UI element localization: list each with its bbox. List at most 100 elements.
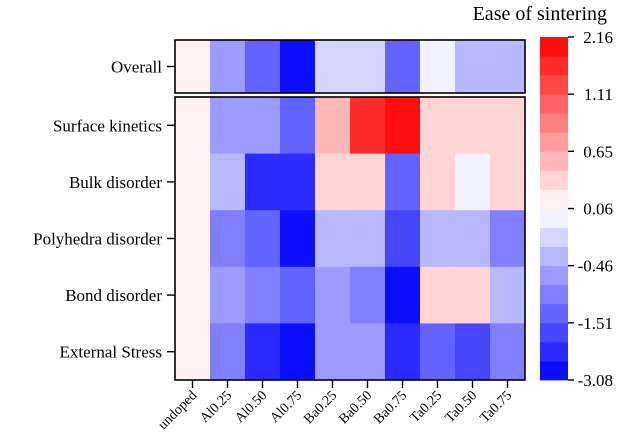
main-cell xyxy=(280,210,316,268)
colorbar-segment xyxy=(540,37,568,57)
column-label: Ba0.50 xyxy=(336,388,375,427)
main-cell xyxy=(350,323,386,381)
main-cell xyxy=(490,97,526,155)
main-cell xyxy=(245,153,281,211)
main-cell xyxy=(315,266,351,324)
main-cell xyxy=(455,210,491,268)
column-label: Al0.75 xyxy=(267,388,305,426)
main-cell xyxy=(420,153,456,211)
row-label: Bulk disorder xyxy=(69,173,162,192)
main-cell xyxy=(175,266,211,324)
row-label: Surface kinetics xyxy=(53,116,162,135)
overall-cell xyxy=(245,40,281,94)
main-panel xyxy=(175,97,526,381)
main-cell xyxy=(385,323,421,381)
main-cell xyxy=(455,266,491,324)
main-cell xyxy=(420,210,456,268)
main-cell xyxy=(490,210,526,268)
column-labels: undopedAl0.25Al0.50Al0.75Ba0.25Ba0.50Ba0… xyxy=(156,380,516,433)
column-label: undoped xyxy=(156,388,201,433)
main-cell xyxy=(280,97,316,155)
overall-cell xyxy=(315,40,351,94)
main-cell xyxy=(280,323,316,381)
main-cell xyxy=(315,153,351,211)
main-cell xyxy=(350,266,386,324)
column-label: Al0.50 xyxy=(232,388,270,426)
column-label: Ta0.25 xyxy=(408,388,446,426)
main-cell xyxy=(210,153,246,211)
overall-cell xyxy=(385,40,421,94)
main-cell xyxy=(315,323,351,381)
row-label: Overall xyxy=(111,58,162,77)
main-cell xyxy=(385,210,421,268)
colorbar-tick-label: 0.06 xyxy=(583,200,613,219)
row-label: Polyhedra disorder xyxy=(33,230,162,249)
main-cell xyxy=(210,97,246,155)
main-cell xyxy=(210,266,246,324)
main-cell xyxy=(420,323,456,381)
colorbar-segment xyxy=(540,170,568,190)
main-cell xyxy=(385,97,421,155)
main-cell xyxy=(490,266,526,324)
colorbar-segment xyxy=(540,56,568,76)
overall-cell xyxy=(420,40,456,94)
colorbar-tick-label: -1.51 xyxy=(578,314,613,333)
main-cell xyxy=(350,97,386,155)
main-cell xyxy=(455,323,491,381)
main-cell xyxy=(420,97,456,155)
main-cell xyxy=(385,266,421,324)
row-labels: Overall Surface kinetics Bulk disorder Poly… xyxy=(33,58,175,362)
overall-cell xyxy=(455,40,491,94)
main-cell xyxy=(315,97,351,155)
main-cell xyxy=(245,210,281,268)
colorbar-segment xyxy=(540,322,568,343)
colorbar-tick-label: 2.16 xyxy=(583,28,613,47)
main-cell xyxy=(280,153,316,211)
main-cell xyxy=(175,153,211,211)
row-label: Bond disorder xyxy=(65,286,162,305)
colorbar-segment xyxy=(540,303,568,324)
colorbar-segment xyxy=(540,284,568,305)
colorbar-segment xyxy=(540,94,568,114)
main-cell xyxy=(350,210,386,268)
overall-cell xyxy=(490,40,526,94)
overall-cell xyxy=(210,40,246,94)
main-cell xyxy=(350,153,386,211)
main-cell xyxy=(245,266,281,324)
colorbar-tick-label: -0.46 xyxy=(578,257,613,276)
main-cell xyxy=(245,97,281,155)
main-cell xyxy=(210,323,246,381)
main-cell xyxy=(455,153,491,211)
overall-panel xyxy=(175,40,526,94)
colorbar-segment xyxy=(540,246,568,267)
colorbar-segment xyxy=(540,360,568,381)
overall-cell xyxy=(350,40,386,94)
main-cell xyxy=(245,323,281,381)
column-label: Ba0.25 xyxy=(301,388,340,427)
main-cell xyxy=(175,323,211,381)
colorbar-segment xyxy=(540,189,568,209)
main-cell xyxy=(280,266,316,324)
main-cell xyxy=(455,97,491,155)
main-cell xyxy=(490,323,526,381)
main-cell xyxy=(385,153,421,211)
colorbar-segment xyxy=(540,132,568,152)
overall-cell xyxy=(175,40,211,94)
row-label: External Stress xyxy=(60,343,162,362)
colorbar-segment xyxy=(540,151,568,171)
colorbar: 2.16 1.11 0.65 0.06 -0.46 -1.51 -3.08 xyxy=(540,28,613,390)
colorbar-segment xyxy=(540,113,568,133)
main-cell xyxy=(315,210,351,268)
colorbar-tick-label: 0.65 xyxy=(583,142,613,161)
colorbar-segment xyxy=(540,265,568,286)
colorbar-tick-label: 1.11 xyxy=(584,85,613,104)
colorbar-segment xyxy=(540,208,568,228)
column-label: Ta0.75 xyxy=(478,388,516,426)
colorbar-title: Ease of sintering xyxy=(473,3,607,25)
main-cell xyxy=(175,210,211,268)
colorbar-segment xyxy=(540,341,568,362)
colorbar-tick-label: -3.08 xyxy=(578,371,613,390)
main-cell xyxy=(175,97,211,155)
column-label: Al0.25 xyxy=(197,388,235,426)
